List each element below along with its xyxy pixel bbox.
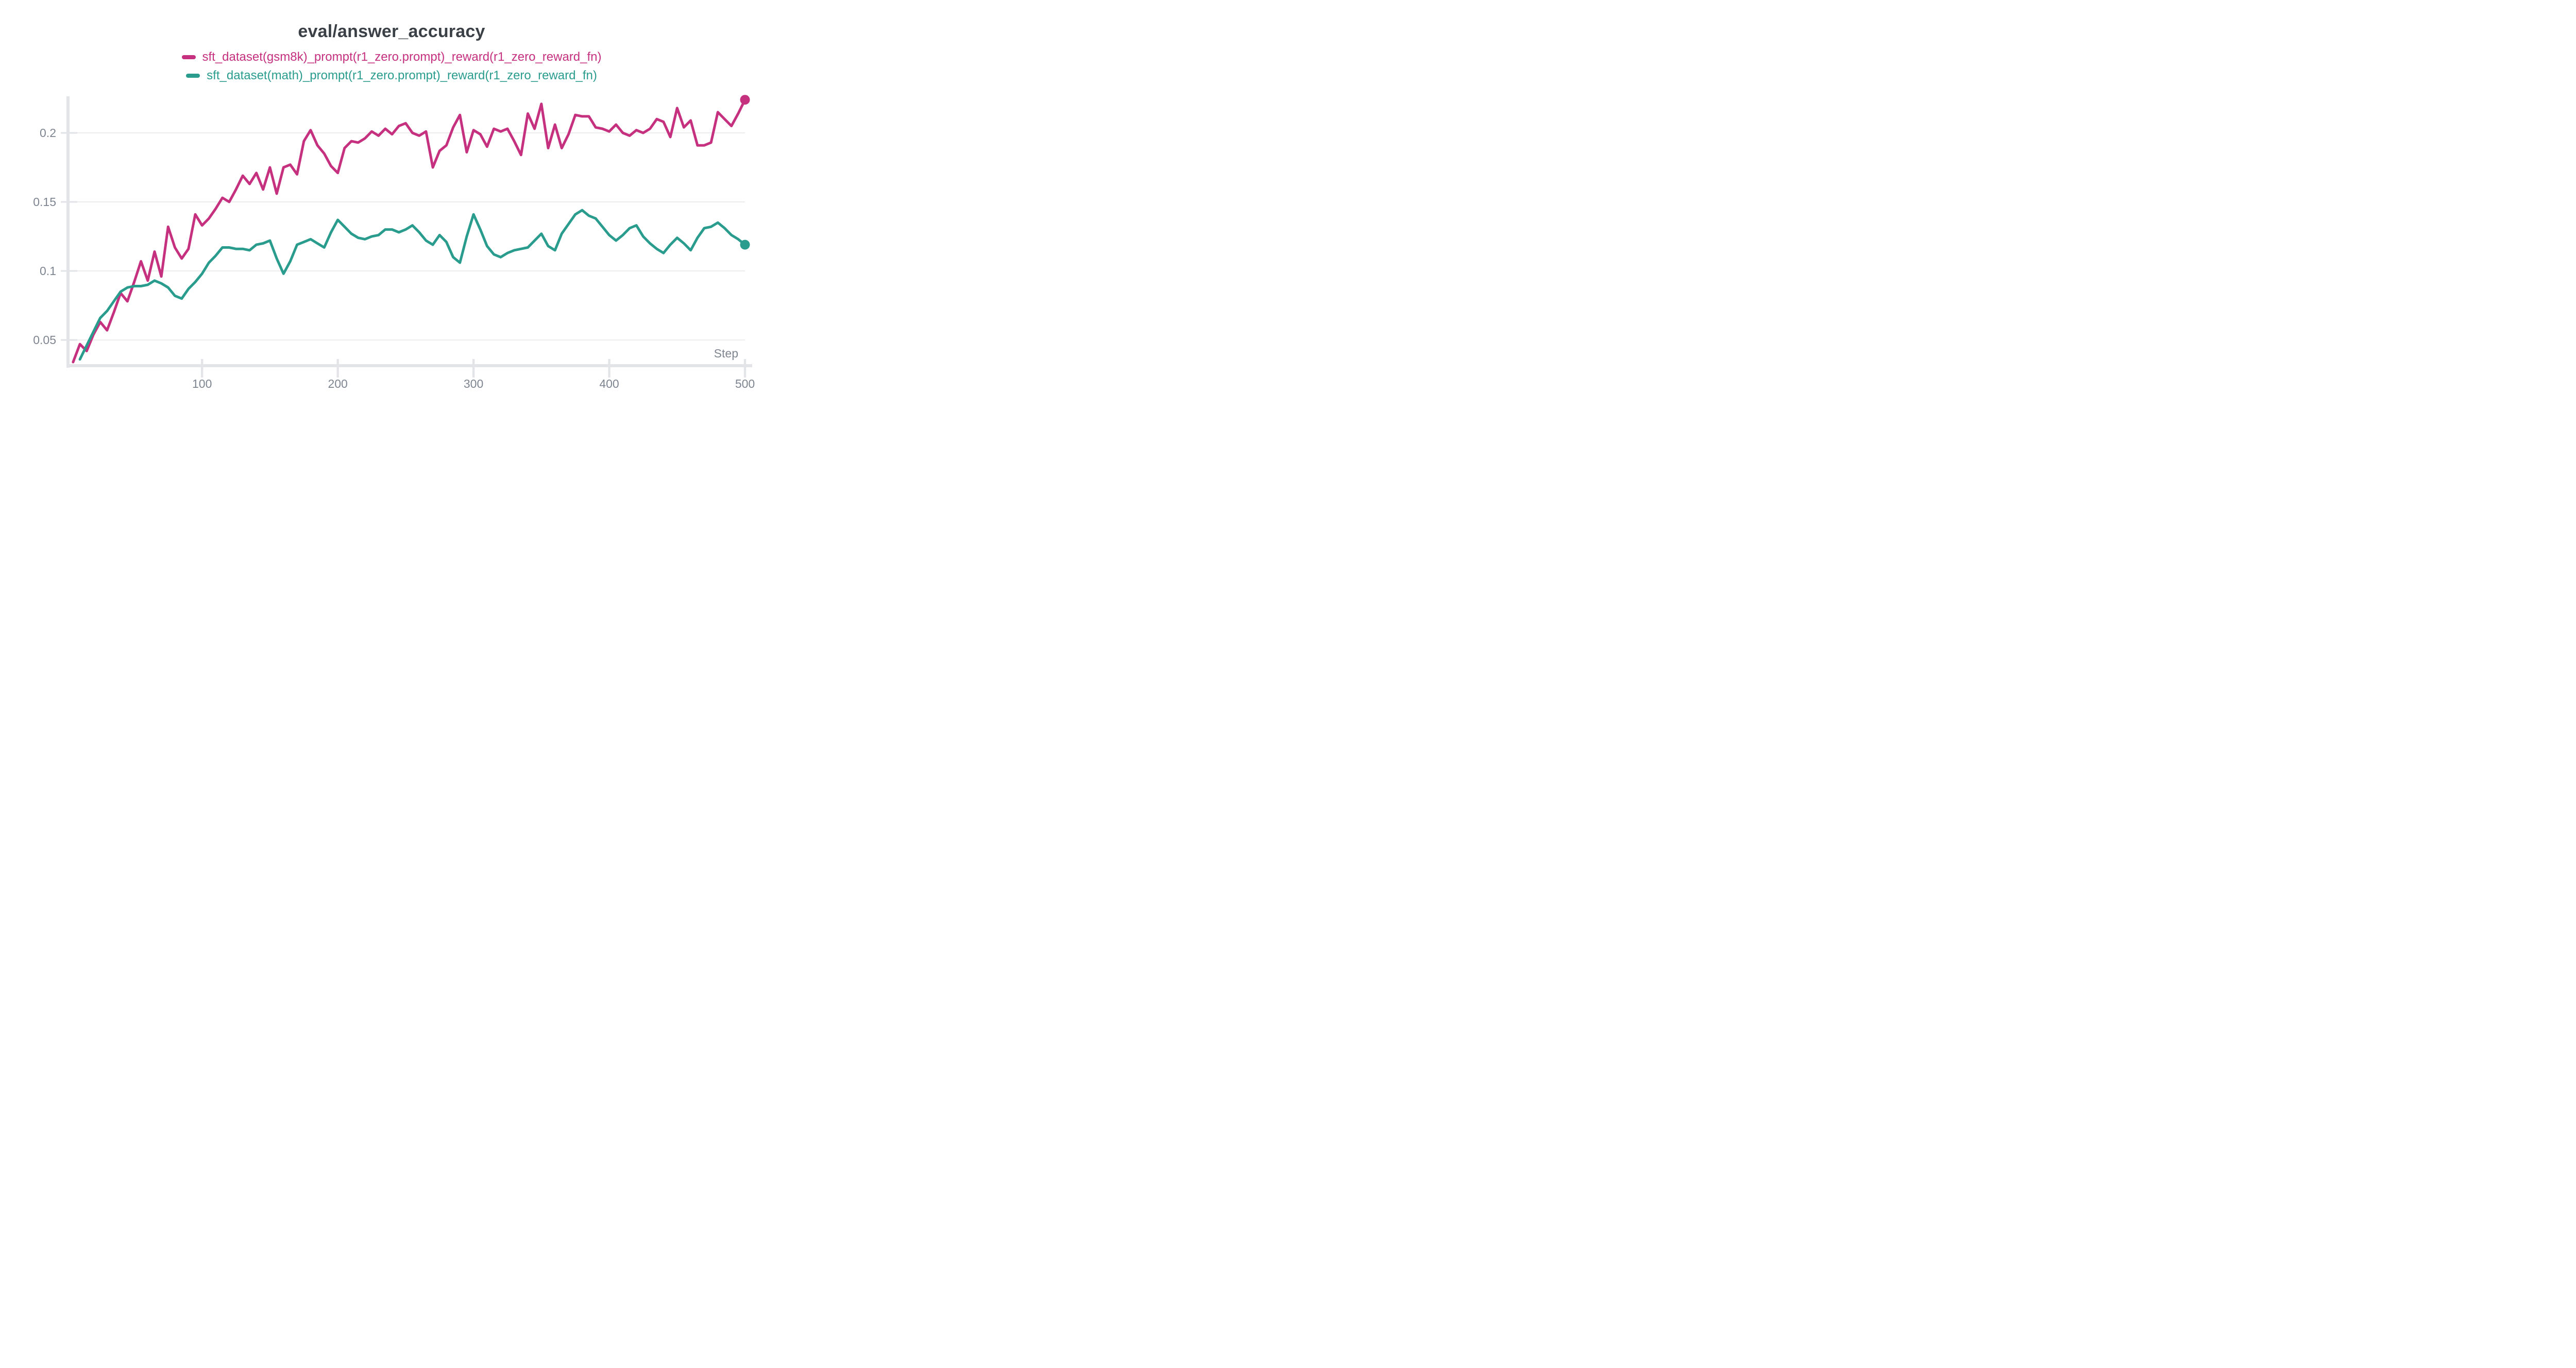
x-tick-label: 200 [328,377,347,390]
series-end-dot-1 [740,240,750,250]
series-line-0[interactable] [72,98,747,364]
x-axis-line [66,364,752,367]
y-tick-label: 0.1 [40,264,56,278]
chart-title: eval/answer_accuracy [298,22,485,41]
x-tick-mark [608,359,611,378]
y-tick-label: 0.15 [33,195,56,209]
x-tick-label: 300 [464,377,483,390]
chart-panel: 0.05 0.1 0.15 0.2 100 200 300 400 500 Step eval/a… [0,0,783,412]
legend-label: sft_dataset(math)_prompt(r1_zero.prompt)… [207,68,597,82]
x-tick-label: 500 [735,377,755,390]
legend-marker-icon [186,74,200,78]
x-axis-title: Step [714,347,738,360]
chart-header: eval/answer_accuracy sft_dataset(gsm8k)_… [0,0,783,83]
legend-item-gsm8k[interactable]: sft_dataset(gsm8k)_prompt(r1_zero.prompt… [181,50,602,65]
x-tick-label: 400 [599,377,619,390]
x-tick-label: 100 [192,377,212,390]
series-end-dot-0 [740,95,750,105]
series-line-1[interactable] [78,209,747,361]
legend-label: sft_dataset(gsm8k)_prompt(r1_zero.prompt… [202,50,602,64]
x-tick-mark [336,359,339,378]
line-plot[interactable]: 0.05 0.1 0.15 0.2 100 200 300 400 500 Step [0,0,783,412]
legend-item-math[interactable]: sft_dataset(math)_prompt(r1_zero.prompt)… [186,69,597,83]
x-tick-mark [472,359,475,378]
x-tick-mark [200,359,204,378]
x-tick-mark [743,359,747,378]
legend-marker-icon [181,55,196,60]
y-tick-label: 0.2 [40,126,56,140]
legend: sft_dataset(gsm8k)_prompt(r1_zero.prompt… [0,50,783,83]
y-axis-line [66,96,70,368]
y-tick-label: 0.05 [33,333,56,347]
